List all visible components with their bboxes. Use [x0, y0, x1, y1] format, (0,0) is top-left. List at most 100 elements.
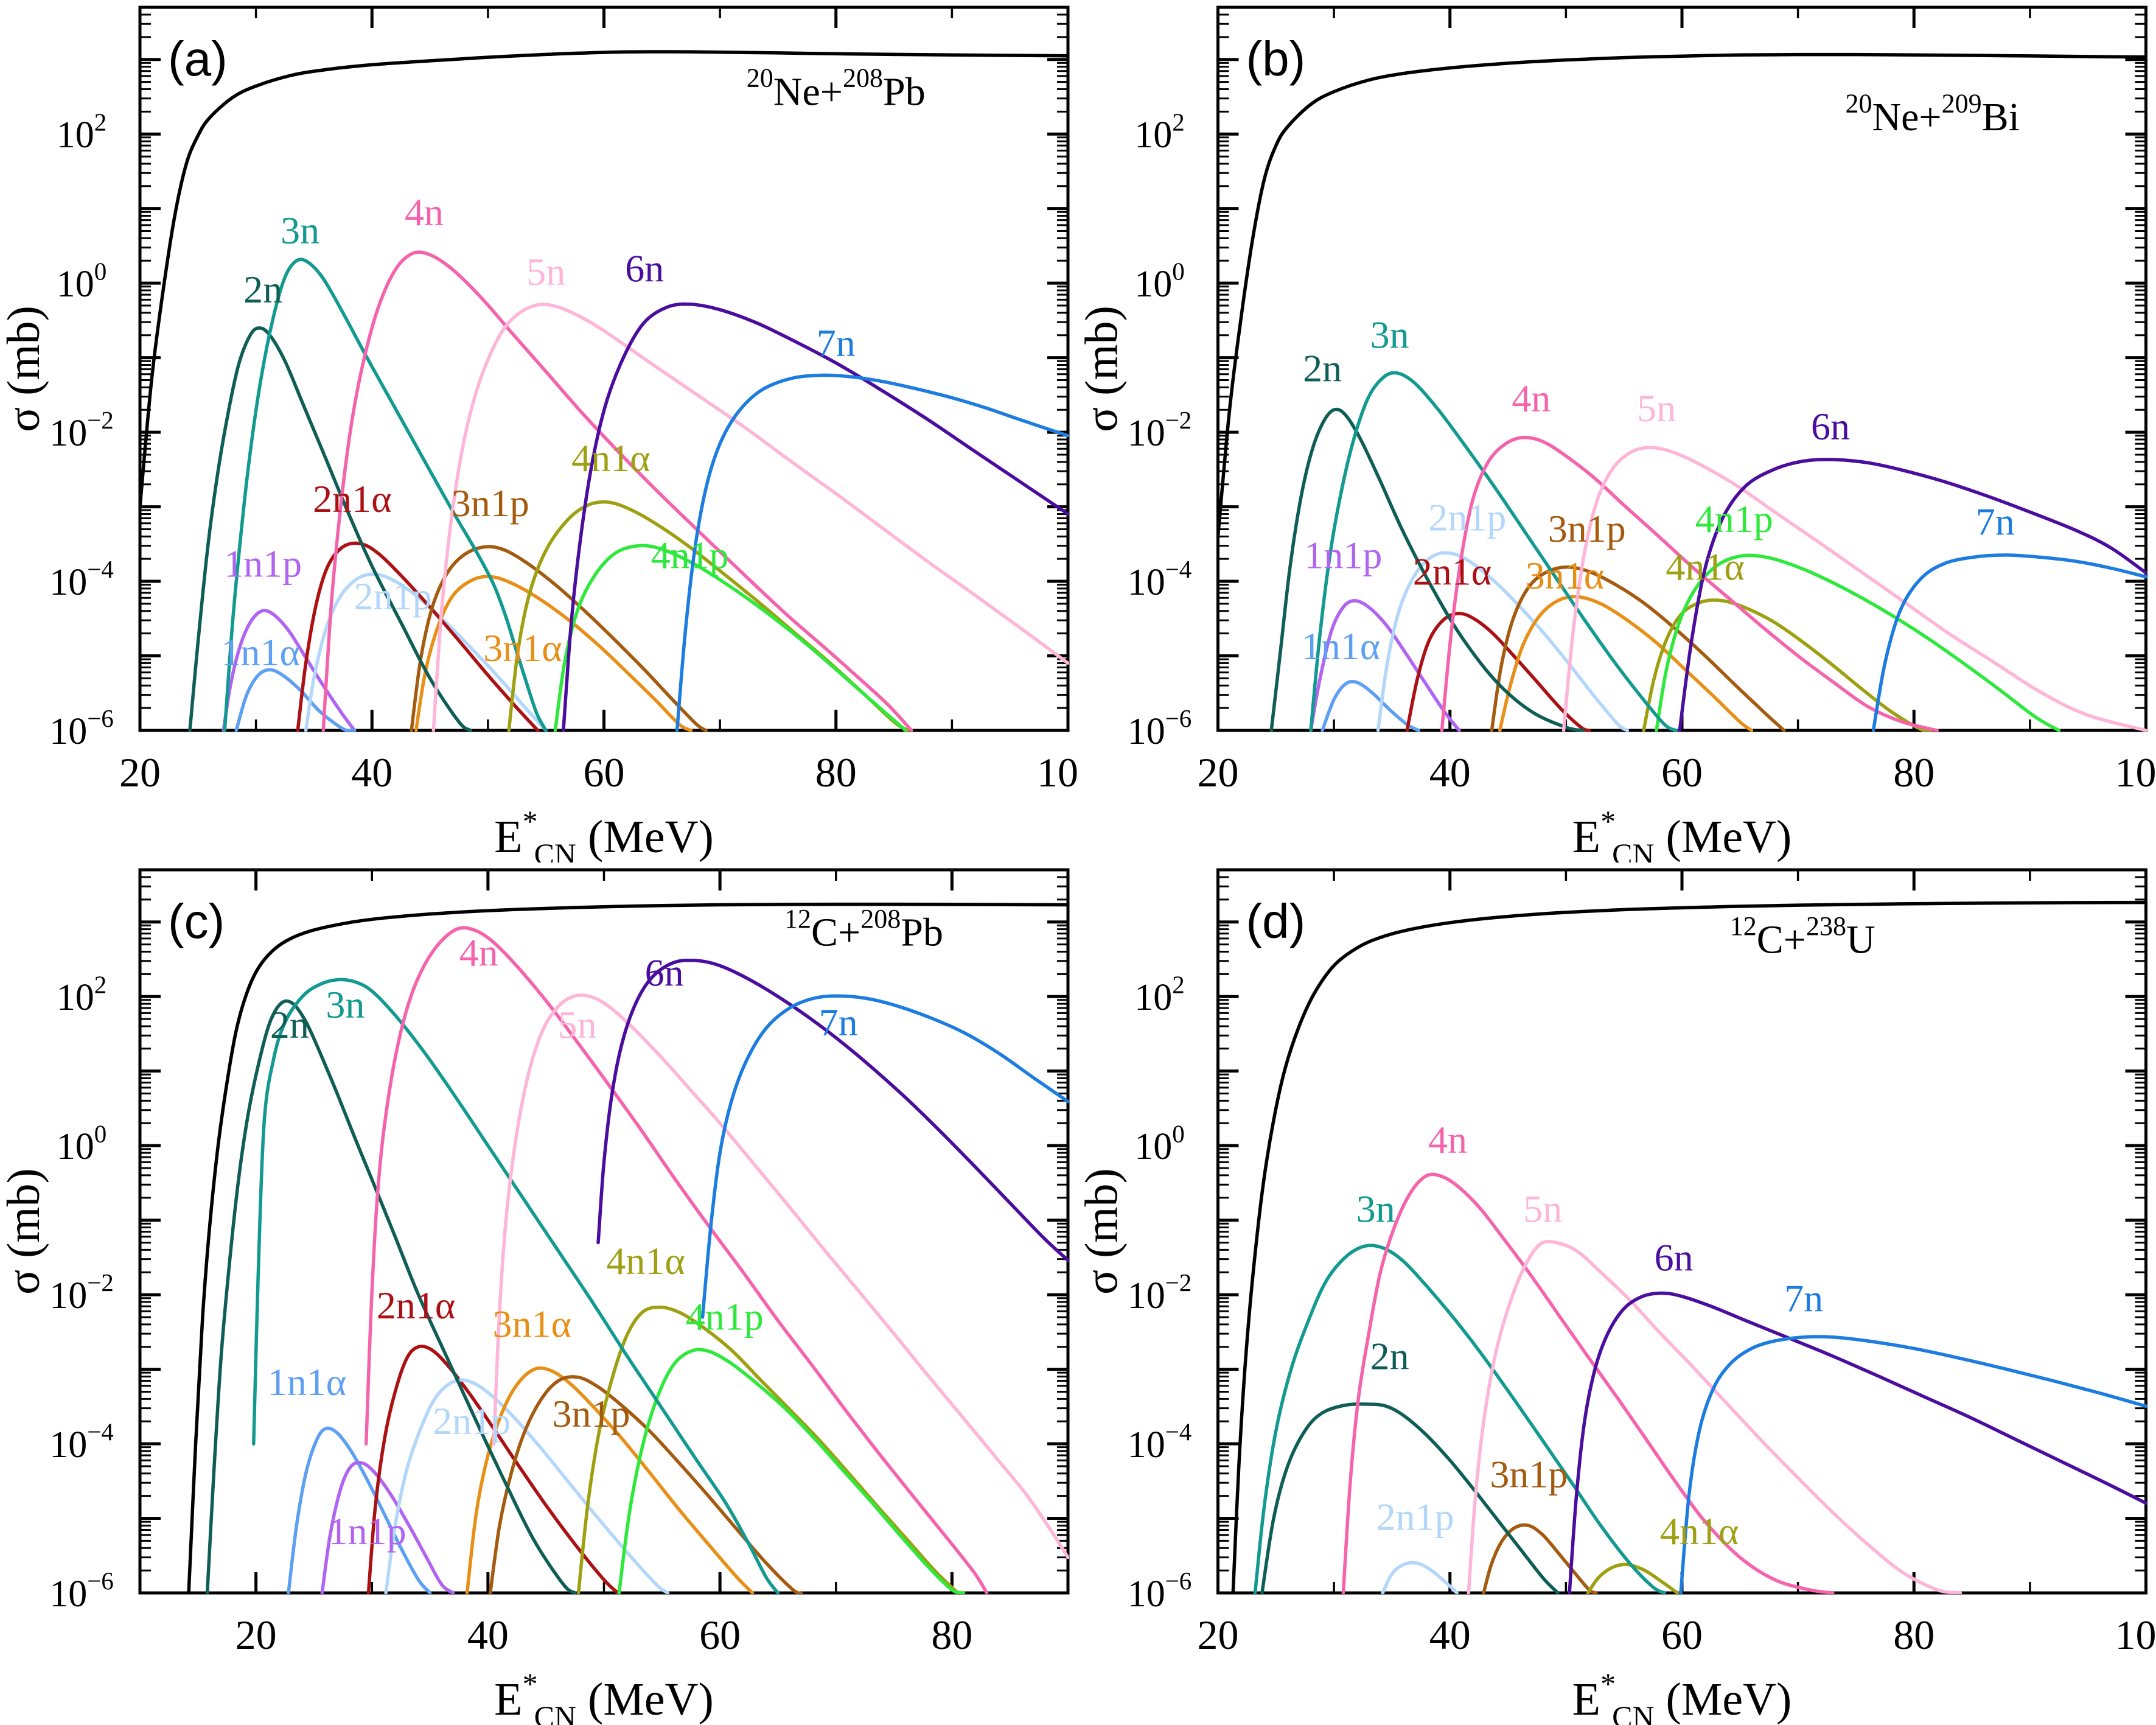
series-3n1a-curve	[1498, 595, 1754, 732]
axis-ticks	[140, 869, 1068, 1595]
curve-label-3n: 3n	[281, 209, 319, 252]
panel-tag: (b)	[1246, 32, 1306, 86]
series-curves	[1231, 900, 2147, 1594]
panel-a-plot: 20 40 60 80 100 102 100 10−2 10−4 10−6 σ (mb) E*CN …	[0, 5, 1078, 862]
series-3n1p-curve	[1490, 565, 1786, 732]
series-3n1p-curve	[1482, 1523, 1598, 1594]
curve-label-2n1a: 2n1α	[377, 1284, 456, 1327]
y-tick-label: 102	[57, 108, 107, 156]
curve-label-1n1p: 1n1p	[224, 542, 302, 586]
curve-label-4n: 4n	[405, 191, 444, 234]
plot-border	[138, 5, 1070, 732]
series-3n-curve	[252, 978, 780, 1594]
series-2n-curve	[1269, 407, 1585, 732]
x-tick-label: 100	[2115, 749, 2156, 796]
series-1n1p-curve	[1309, 599, 1461, 732]
curve-label-1n1a: 1n1α	[268, 1360, 347, 1404]
curve-label-2n1p: 2n1p	[354, 575, 432, 618]
curve-label-7n: 7n	[819, 1001, 858, 1044]
x-tick-label: 40	[351, 749, 392, 796]
y-tick-label: 10−6	[1128, 704, 1192, 752]
curve-label-4n1p: 4n1p	[1695, 497, 1773, 541]
curve-label-5n: 5n	[1523, 1187, 1562, 1230]
series-1n1p-curve	[222, 609, 357, 732]
panel-a: 20 40 60 80 100 102 100 10−2 10−4 10−6 σ (mb) E*CN …	[0, 0, 1078, 862]
x-tick-label: 40	[467, 1612, 509, 1658]
y-tick-label: 10−4	[1128, 1418, 1192, 1466]
panel-tag: (d)	[1246, 894, 1306, 948]
series-4n1a-curve	[1642, 598, 1933, 732]
series-3n1a-curve	[414, 575, 693, 732]
series-4n1p-curve	[1655, 553, 2061, 732]
curve-label-4n: 4n	[1428, 1118, 1467, 1161]
curve-label-4n1a: 4n1α	[1660, 1510, 1739, 1553]
y-tick-label: 100	[57, 1119, 107, 1167]
x-tick-labels: 20 40 60 80 100	[119, 749, 1078, 796]
curve-label-2n1p: 2n1p	[1376, 1495, 1454, 1538]
x-axis-title: E* CN (MeV)	[494, 804, 714, 862]
curve-label-3n: 3n	[1370, 313, 1409, 357]
series-5n-curve	[492, 993, 1069, 1559]
y-tick-label: 102	[1134, 108, 1185, 156]
series-fusion-curve	[1216, 52, 2147, 539]
series-4n-curve	[1440, 435, 1939, 732]
series-4n-curve	[321, 250, 913, 732]
series-2n1a-curve	[1405, 612, 1591, 732]
x-tick-label: 60	[699, 1612, 741, 1658]
series-2n-curve	[1260, 1402, 1560, 1594]
curve-label-5n: 5n	[1637, 387, 1676, 430]
series-1n1a-curve	[1320, 679, 1421, 732]
series-1n1a-curve	[234, 668, 357, 732]
curve-label-5n: 5n	[558, 1003, 597, 1046]
series-4n1p-curve	[553, 544, 907, 732]
series-3n-curve	[1309, 371, 1678, 732]
curve-label-3n1p: 3n1p	[553, 1392, 630, 1435]
series-3n1a-curve	[465, 1366, 755, 1594]
reaction-label: 20Ne+209Bi	[1845, 88, 2020, 139]
curve-label-3n: 3n	[1356, 1187, 1395, 1230]
y-axis-title: σ (mb)	[0, 306, 49, 432]
panel-b-plot: 20 40 60 80 100 102 100 10−2 10−4 10−6 σ (mb) E*CN …	[1078, 5, 2156, 862]
curve-label-3n1a: 3n1α	[493, 1303, 572, 1346]
y-tick-label: 10−6	[49, 704, 114, 752]
panel-d-plot: 20 40 60 80 100 102 100 10−2 10−4 10−6 σ (mb) E*CN …	[1078, 868, 2156, 1725]
y-axis-title: σ (mb)	[1078, 306, 1128, 432]
series-3n-curve	[223, 257, 548, 732]
y-tick-label: 100	[1134, 257, 1185, 305]
y-tick-label: 10−4	[49, 1418, 114, 1466]
curve-label-6n: 6n	[645, 951, 684, 994]
reaction-label: 12C+208Pb	[784, 904, 943, 955]
curve-label-4n1a: 4n1α	[571, 436, 651, 480]
series-2n1p-curve	[1376, 551, 1630, 732]
series-7n-curve	[1871, 553, 2147, 732]
x-tick-labels: 20 40 60 80	[235, 1612, 973, 1658]
x-tick-label: 20	[1198, 1612, 1239, 1658]
y-tick-label: 10−4	[49, 555, 114, 603]
series-2n1a-curve	[366, 1345, 620, 1594]
x-tick-label: 20	[119, 749, 161, 796]
y-tick-label: 102	[57, 970, 107, 1018]
series-3n-curve	[1253, 1244, 1667, 1594]
x-tick-label: 60	[1661, 749, 1703, 796]
series-6n-curve	[1678, 458, 2147, 732]
curve-label-4n1p: 4n1p	[651, 533, 729, 576]
curve-label-1n1p: 1n1p	[329, 1510, 406, 1553]
series-6n-curve	[1568, 1291, 2147, 1594]
series-5n-curve	[1467, 1239, 1962, 1594]
series-4n1a-curve	[1586, 1562, 1680, 1594]
x-axis-title: E* CN (MeV)	[1572, 1667, 1792, 1725]
panel-d: 20 40 60 80 100 102 100 10−2 10−4 10−6 σ (mb) E*CN …	[1078, 862, 2156, 1725]
panel-c: 20 40 60 80 102 100 10−2 10−4 10−6 σ (mb) E* CN (Me…	[0, 862, 1078, 1725]
series-5n-curve	[431, 303, 1069, 732]
curve-label-3n1p: 3n1p	[452, 481, 529, 525]
y-axis-title: σ (mb)	[0, 1168, 49, 1295]
series-7n-curve	[675, 373, 1069, 732]
x-tick-label: 100	[1037, 749, 1078, 796]
curve-label-1n1a: 1n1α	[1302, 625, 1381, 668]
y-tick-label: 10−6	[49, 1567, 114, 1615]
y-tick-label: 100	[1134, 1119, 1185, 1167]
curve-label-4n1a: 4n1α	[1666, 545, 1745, 588]
curve-label-2n: 2n	[1370, 1335, 1409, 1378]
plot-border	[138, 868, 1070, 1595]
x-tick-labels: 20 40 60 80 100	[1198, 749, 2156, 796]
